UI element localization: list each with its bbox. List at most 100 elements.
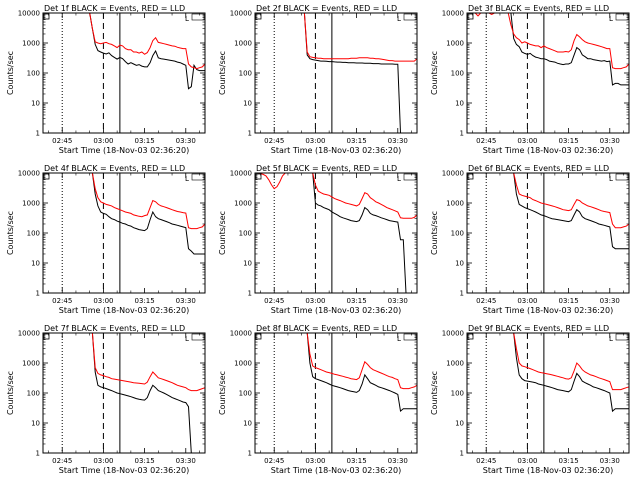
x-axis-label: Start Time (18-Nov-03 02:36:20) [59, 466, 189, 475]
panel-det-4: Det 4f BLACK = Events, RED = LLD 1 10 100 10… [6, 164, 206, 315]
x-tick-label: 03:15 [346, 297, 366, 305]
y-tick-label: 10 [455, 260, 464, 268]
x-axis-label: Start Time (18-Nov-03 02:36:20) [59, 146, 189, 155]
panel-det-7: Det 7f BLACK = Events, RED = LLD 1 10 100 10… [6, 324, 206, 475]
x-tick-label: 03:30 [388, 457, 408, 465]
y-axis-label: Counts/sec [430, 371, 439, 415]
y-tick-label: 10 [243, 420, 252, 428]
x-tick-label: 03:00 [517, 457, 537, 465]
plot-frame [466, 172, 630, 294]
x-axis-label: Start Time (18-Nov-03 02:36:20) [271, 466, 401, 475]
y-tick-label: 10 [31, 100, 40, 108]
legend-box [403, 333, 417, 341]
legend-box-label: L [397, 335, 401, 343]
panel-det-1: Det 1f BLACK = Events, RED = LLD 1 10 100 10… [6, 4, 206, 155]
legend-box [191, 173, 205, 181]
y-tick-label: 1000 [446, 360, 464, 368]
y-tick-label: 1000 [22, 40, 40, 48]
legend-box [403, 173, 417, 181]
x-tick-label: 03:30 [388, 297, 408, 305]
plot-frame [42, 172, 206, 294]
events-series-line [255, 13, 417, 133]
panel-det-5: Det 5f BLACK = Events, RED = LLD 1 10 100 10… [218, 164, 418, 315]
legend-box-label: L [397, 15, 401, 23]
legend-box [615, 333, 629, 341]
plot-frame [466, 12, 630, 134]
x-tick-label: 03:00 [517, 297, 537, 305]
legend-box-label: L [397, 175, 401, 183]
panel-title: Det 7f BLACK = Events, RED = LLD [44, 324, 185, 333]
plot-frame [42, 332, 206, 454]
corner-marker-box [467, 173, 474, 180]
panel-det-6: Det 6f BLACK = Events, RED = LLD 1 10 100 10… [430, 164, 630, 315]
x-axis-label: Start Time (18-Nov-03 02:36:20) [483, 306, 613, 315]
y-tick-label: 10000 [230, 330, 252, 338]
y-tick-label: 1 [36, 450, 40, 458]
lld-series-line [255, 173, 417, 219]
x-tick-label: 02:45 [476, 297, 496, 305]
y-tick-label: 1 [460, 450, 464, 458]
x-axis-label: Start Time (18-Nov-03 02:36:20) [483, 146, 613, 155]
events-series-line [43, 13, 205, 90]
x-tick-label: 03:15 [558, 297, 578, 305]
x-tick-label: 03:00 [93, 297, 113, 305]
y-tick-label: 10000 [442, 10, 464, 18]
panel-det-2: Det 2f BLACK = Events, RED = LLD 1 10 100 10… [218, 4, 418, 155]
y-tick-label: 1000 [22, 200, 40, 208]
lld-series-line [255, 333, 417, 390]
x-tick-label: 03:15 [134, 137, 154, 145]
y-tick-label: 10 [31, 260, 40, 268]
legend-box [191, 333, 205, 341]
legend-box-label: L [609, 335, 613, 343]
corner-marker-box [255, 13, 262, 20]
x-tick-label: 03:30 [176, 137, 196, 145]
y-tick-label: 100 [239, 70, 252, 78]
y-axis-label: Counts/sec [218, 371, 227, 415]
x-axis-label: Start Time (18-Nov-03 02:36:20) [59, 306, 189, 315]
lld-series-line [43, 333, 205, 392]
x-tick-label: 03:15 [134, 297, 154, 305]
legend-box [615, 173, 629, 181]
x-tick-label: 03:00 [305, 137, 325, 145]
legend-box [191, 13, 205, 21]
legend-box-label: L [185, 15, 189, 23]
legend-box-label: L [609, 15, 613, 23]
x-tick-label: 03:30 [600, 457, 620, 465]
corner-marker-box [467, 333, 474, 340]
panel-title: Det 1f BLACK = Events, RED = LLD [44, 4, 185, 13]
y-tick-label: 1000 [234, 200, 252, 208]
x-tick-label: 03:30 [600, 137, 620, 145]
y-axis-label: Counts/sec [6, 51, 15, 95]
lld-series-line [43, 173, 205, 230]
events-series-line [467, 13, 629, 86]
y-axis-label: Counts/sec [218, 51, 227, 95]
x-axis-label: Start Time (18-Nov-03 02:36:20) [483, 466, 613, 475]
y-tick-label: 1000 [234, 360, 252, 368]
y-tick-label: 100 [239, 390, 252, 398]
x-axis-label: Start Time (18-Nov-03 02:36:20) [271, 306, 401, 315]
lld-series-line [43, 13, 205, 70]
x-tick-label: 02:45 [476, 137, 496, 145]
events-series-line [43, 333, 205, 453]
x-tick-label: 02:45 [264, 137, 284, 145]
x-tick-label: 03:00 [517, 137, 537, 145]
legend-box [615, 13, 629, 21]
y-tick-label: 10 [455, 100, 464, 108]
corner-marker-box [467, 13, 474, 20]
corner-marker-box [43, 173, 50, 180]
x-axis-label: Start Time (18-Nov-03 02:36:20) [271, 146, 401, 155]
x-tick-label: 02:45 [52, 457, 72, 465]
y-tick-label: 100 [451, 390, 464, 398]
x-tick-label: 03:30 [176, 457, 196, 465]
plot-frame [254, 12, 418, 134]
x-tick-label: 03:15 [558, 137, 578, 145]
y-tick-label: 10000 [442, 170, 464, 178]
y-tick-label: 10 [243, 100, 252, 108]
y-tick-label: 1000 [22, 360, 40, 368]
events-series-line [467, 173, 629, 250]
panel-det-3: Det 3f BLACK = Events, RED = LLD 1 10 100 10… [430, 4, 630, 155]
y-tick-label: 1 [36, 130, 40, 138]
plot-frame [42, 12, 206, 134]
y-tick-label: 10 [243, 260, 252, 268]
